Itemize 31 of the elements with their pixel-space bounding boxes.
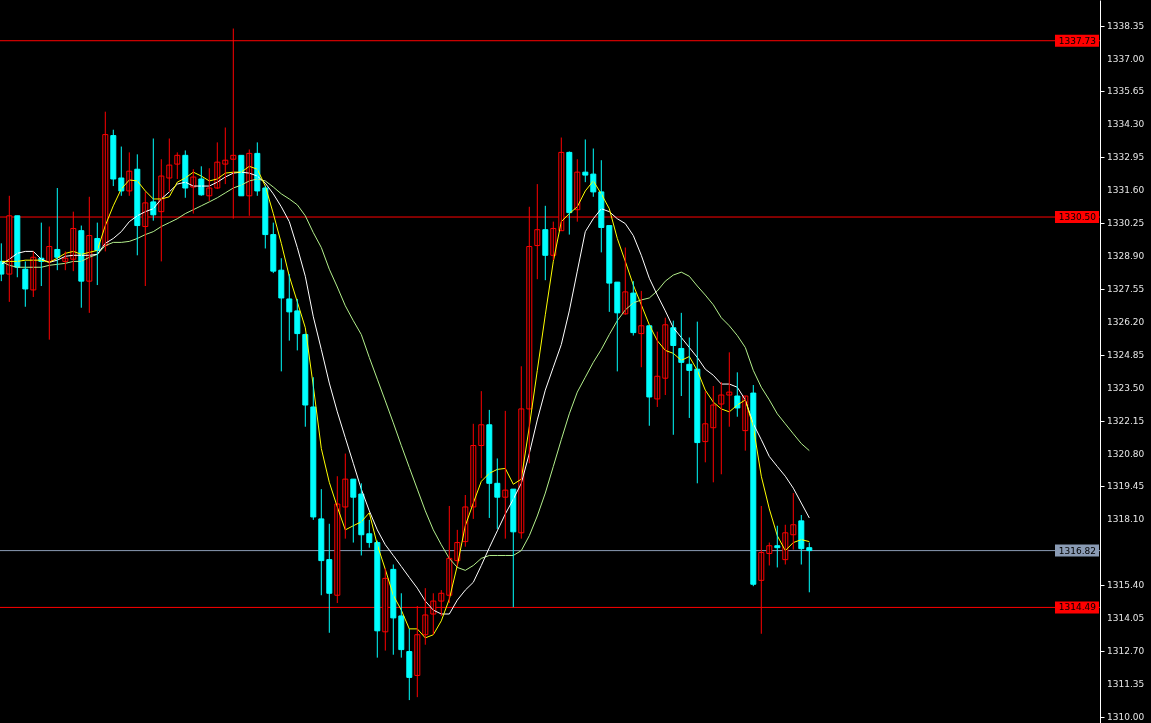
candlestick [238,154,245,197]
ref-line-label: 1316.82 [1058,545,1096,556]
ref-line-label: 1314.49 [1058,602,1097,613]
y-tick-label: 1315.40 [1107,580,1145,591]
y-tick-label: 1337.00 [1107,53,1145,64]
y-tick-label: 1334.30 [1107,119,1145,130]
y-tick-label: 1318.10 [1107,514,1145,525]
y-tick-label: 1310.00 [1107,711,1145,722]
y-tick-label: 1320.80 [1107,448,1145,459]
y-tick-label: 1311.35 [1107,678,1145,689]
candlestick [718,381,725,475]
y-tick-label: 1322.15 [1107,415,1145,426]
y-tick-label: 1330.25 [1107,218,1145,229]
y-tick-label: 1338.35 [1107,20,1145,31]
y-tick-label: 1319.45 [1107,481,1145,492]
ref-line-label: 1330.50 [1058,212,1097,223]
y-tick-label: 1312.70 [1107,646,1145,657]
y-tick-label: 1326.20 [1107,316,1145,327]
y-tick-label: 1323.50 [1107,382,1145,393]
y-tick-label: 1314.05 [1107,613,1145,624]
y-tick-label: 1327.55 [1107,283,1145,294]
ref-line-label: 1337.73 [1058,35,1096,46]
y-tick-label: 1324.85 [1107,349,1145,360]
y-tick-label: 1331.60 [1107,185,1145,196]
candlestick [166,138,173,193]
candlestick [726,351,733,428]
y-tick-label: 1332.95 [1107,152,1145,163]
candlestick [502,410,509,540]
candlestick [286,273,293,342]
y-tick-label: 1335.65 [1107,86,1145,97]
y-tick-label: 1328.90 [1107,251,1145,262]
